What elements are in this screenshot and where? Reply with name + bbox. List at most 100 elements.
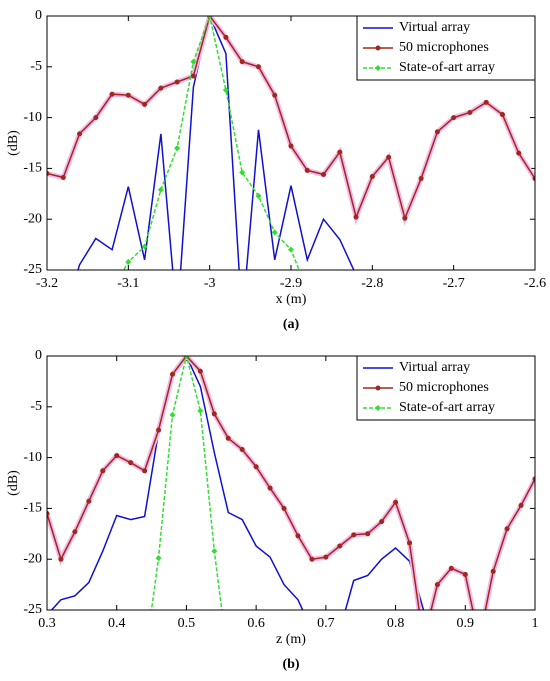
marker [337, 543, 343, 549]
marker [197, 407, 204, 414]
marker [255, 64, 261, 70]
marker [365, 531, 371, 537]
marker [434, 582, 440, 588]
marker [174, 79, 180, 85]
plot-frame [46, 355, 536, 611]
marker [109, 91, 115, 97]
marker [142, 658, 148, 664]
caption: (a) [283, 317, 300, 332]
marker [351, 532, 357, 538]
marker [353, 214, 359, 220]
marker [141, 243, 148, 250]
x-axis-label: x (m) [276, 292, 307, 307]
legend-marker [375, 65, 381, 71]
marker [169, 411, 176, 418]
legend-marker [375, 45, 381, 51]
marker [239, 59, 245, 65]
marker [72, 529, 78, 535]
legend-label: Virtual array [399, 20, 470, 35]
x-tick-label: 0.8 [387, 616, 405, 631]
marker [448, 565, 454, 571]
marker [477, 638, 482, 643]
y-tick-label: -25 [23, 602, 42, 617]
y-tick-label: -20 [23, 211, 42, 226]
legend-label: 50 microphones [399, 380, 489, 395]
marker [504, 526, 510, 532]
marker [379, 519, 385, 525]
y-tick-label: -15 [23, 501, 42, 516]
plot-frame [46, 15, 536, 271]
y-tick-label: 0 [35, 8, 42, 23]
y-tick-label: 0 [35, 348, 42, 363]
y-axis-label: (dB) [6, 470, 21, 496]
marker [271, 229, 278, 236]
x-tick-label: -2.6 [524, 276, 546, 291]
series-line [150, 356, 223, 610]
marker [402, 215, 408, 221]
marker [295, 533, 301, 539]
marker [239, 446, 245, 452]
subplot: 0.3 0.4 0.5 0.6 0.7 0.8 0.9 1 0 -5 -10 -15 -20 -25 z (… [6, 348, 538, 672]
marker [157, 186, 164, 193]
legend-label: Virtual array [399, 360, 470, 375]
marker [281, 505, 287, 511]
x-tick-label: 0.6 [247, 616, 265, 631]
marker [239, 169, 246, 176]
marker [190, 58, 197, 65]
x-tick-label: 0.7 [317, 616, 335, 631]
plot-area [47, 356, 535, 664]
marker [532, 176, 535, 182]
plot-area [47, 16, 535, 293]
x-axis-label: z (m) [276, 632, 306, 647]
marker [434, 129, 440, 135]
y-tick-label: -5 [30, 399, 42, 414]
marker [197, 368, 203, 374]
x-tick-label: 0.9 [457, 616, 475, 631]
marker [211, 548, 218, 555]
series-line [122, 16, 300, 270]
marker [109, 287, 115, 293]
marker [288, 143, 294, 149]
x-tick-label: 1 [532, 616, 539, 631]
legend-label: 50 microphones [399, 40, 489, 55]
marker [60, 175, 66, 181]
x-tick-label: -3 [204, 276, 216, 291]
marker [451, 115, 457, 121]
marker [158, 85, 164, 91]
x-tick-label: 0.3 [38, 616, 56, 631]
x-tick-label: 0.4 [108, 616, 126, 631]
x-tick-label: 0.5 [178, 616, 196, 631]
marker [125, 258, 132, 265]
marker [321, 171, 327, 177]
marker [386, 154, 392, 160]
marker [255, 192, 262, 199]
y-tick-label: -10 [23, 110, 42, 125]
marker [142, 468, 148, 474]
marker [156, 427, 162, 433]
marker [125, 92, 131, 98]
marker [128, 460, 134, 466]
marker [114, 453, 120, 459]
y-tick-label: -5 [30, 59, 42, 74]
marker [47, 170, 50, 176]
x-tick-label: -2.8 [361, 276, 383, 291]
marker [407, 540, 413, 546]
marker [211, 411, 217, 417]
y-tick-label: -10 [23, 450, 42, 465]
marker [272, 92, 278, 98]
caption: (b) [282, 657, 299, 672]
marker [183, 356, 190, 359]
x-tick-label: -3.2 [36, 276, 58, 291]
y-tick-label: -25 [23, 262, 42, 277]
marker [483, 99, 489, 105]
marker [225, 658, 231, 664]
marker [190, 73, 196, 79]
marker [337, 149, 343, 155]
marker [418, 176, 424, 182]
marker [93, 115, 99, 121]
marker [47, 510, 50, 516]
marker [267, 485, 273, 491]
marker [86, 498, 92, 504]
marker [421, 638, 426, 643]
